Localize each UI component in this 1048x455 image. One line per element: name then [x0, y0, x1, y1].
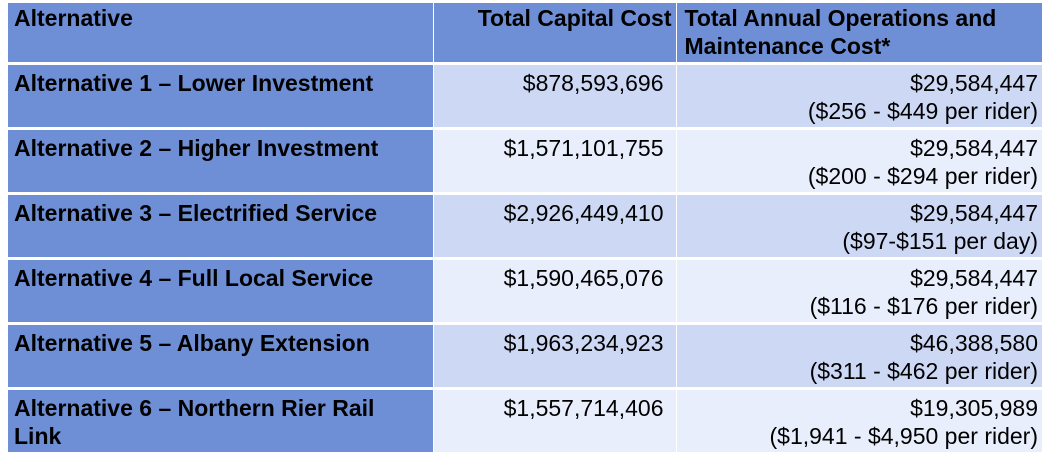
- header-alternative: Alternative: [8, 3, 434, 65]
- om-cost-cell: $29,584,447 ($200 - $294 per rider): [676, 128, 1042, 195]
- header-row: Alternative Total Capital Cost Total Ann…: [8, 3, 1042, 65]
- cost-comparison-table: Alternative Total Capital Cost Total Ann…: [8, 3, 1042, 455]
- om-cost-cell: $29,584,447 ($116 - $176 per rider): [676, 258, 1042, 325]
- alternative-name: Alternative 2 – Higher Investment: [8, 128, 434, 195]
- om-cost: $29,584,447: [910, 265, 1038, 291]
- om-cost: $19,305,989: [910, 395, 1038, 421]
- capital-cost: $1,590,465,076: [433, 258, 677, 325]
- table-row: Alternative 4 – Full Local Service $1,59…: [8, 258, 1042, 325]
- om-cost-detail: ($1,941 - $4,950 per rider): [769, 423, 1039, 449]
- om-cost-cell: $19,305,989 ($1,941 - $4,950 per rider): [676, 388, 1042, 455]
- om-cost-detail: ($256 - $449 per rider): [807, 98, 1038, 124]
- om-cost-cell: $29,584,447 ($256 - $449 per rider): [676, 63, 1042, 130]
- capital-cost: $1,571,101,755: [433, 128, 677, 195]
- om-cost-detail: ($311 - $462 per rider): [809, 358, 1038, 384]
- alternative-name: Alternative 4 – Full Local Service: [8, 258, 434, 325]
- alternative-name: Alternative 1 – Lower Investment: [8, 63, 434, 130]
- om-cost: $29,584,447: [910, 70, 1038, 96]
- table-row: Alternative 6 – Northern Rier Rail Link …: [8, 388, 1042, 455]
- table-row: Alternative 1 – Lower Investment $878,59…: [8, 63, 1042, 130]
- om-cost-detail: ($97-$151 per day): [842, 228, 1038, 254]
- header-annual-om-cost: Total Annual Operations and Maintenance …: [676, 3, 1042, 65]
- alternative-name: Alternative 3 – Electrified Service: [8, 193, 434, 260]
- om-cost-cell: $29,584,447 ($97-$151 per day): [676, 193, 1042, 260]
- capital-cost: $878,593,696: [433, 63, 677, 130]
- om-cost-detail: ($116 - $176 per rider): [809, 293, 1038, 319]
- capital-cost: $1,963,234,923: [433, 323, 677, 390]
- capital-cost: $1,557,714,406: [433, 388, 677, 455]
- om-cost-detail: ($200 - $294 per rider): [807, 163, 1038, 189]
- capital-cost: $2,926,449,410: [433, 193, 677, 260]
- om-cost: $46,388,580: [910, 330, 1038, 356]
- table-row: Alternative 3 – Electrified Service $2,9…: [8, 193, 1042, 260]
- header-total-capital-cost: Total Capital Cost: [433, 3, 677, 65]
- alternative-name: Alternative 5 – Albany Extension: [8, 323, 434, 390]
- table-row: Alternative 5 – Albany Extension $1,963,…: [8, 323, 1042, 390]
- table-row: Alternative 2 – Higher Investment $1,571…: [8, 128, 1042, 195]
- om-cost: $29,584,447: [910, 135, 1038, 161]
- om-cost: $29,584,447: [910, 200, 1038, 226]
- om-cost-cell: $46,388,580 ($311 - $462 per rider): [676, 323, 1042, 390]
- alternative-name: Alternative 6 – Northern Rier Rail Link: [8, 388, 434, 455]
